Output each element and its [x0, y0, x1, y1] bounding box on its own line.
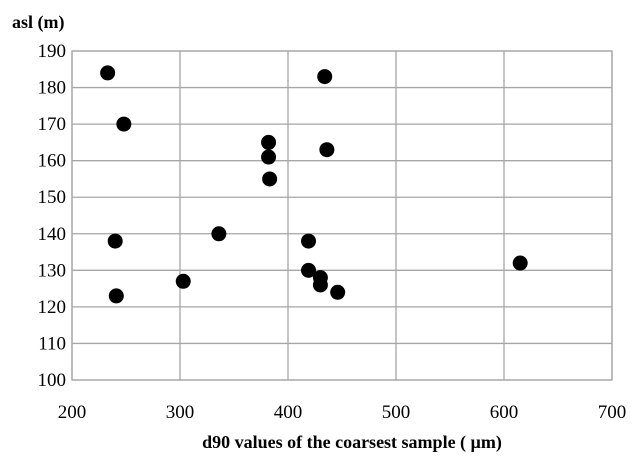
data-point: [301, 262, 317, 278]
data-point: [175, 273, 191, 289]
y-tick-label: 160: [38, 151, 67, 172]
data-point: [319, 142, 335, 158]
y-tick-labels: 100 110 120 130 140 150 160 170 180 190: [38, 41, 67, 391]
data-point: [330, 284, 346, 300]
data-point: [108, 288, 124, 304]
grid: [71, 50, 613, 381]
x-tick-label: 600: [490, 402, 519, 423]
data-point: [512, 255, 528, 271]
data-point: [261, 149, 277, 165]
x-tick-label: 200: [58, 402, 87, 423]
y-tick-label: 120: [38, 297, 67, 318]
data-point: [312, 277, 328, 293]
y-tick-label: 180: [38, 78, 67, 99]
x-axis-title: d90 values of the coarsest sample ( µm): [202, 432, 502, 453]
y-tick-label: 100: [38, 370, 67, 391]
y-tick-label: 110: [38, 333, 66, 354]
x-tick-label: 300: [166, 402, 195, 423]
data-point: [100, 65, 116, 81]
data-point: [262, 171, 278, 187]
y-tick-label: 190: [38, 41, 67, 62]
y-tick-label: 140: [38, 224, 67, 245]
data-point: [211, 226, 227, 242]
x-tick-label: 400: [274, 402, 303, 423]
plot-area: [71, 50, 613, 381]
data-point: [116, 116, 132, 132]
x-tick-labels: 200 300 400 500 600 700: [58, 402, 627, 423]
y-tick-label: 130: [38, 260, 67, 281]
x-tick-label: 500: [382, 402, 411, 423]
data-point: [107, 233, 123, 249]
y-tick-label: 170: [38, 114, 67, 135]
x-tick-label: 700: [598, 402, 627, 423]
y-axis-title: asl (m): [12, 12, 65, 33]
data-point: [301, 233, 317, 249]
data-points: [100, 65, 528, 304]
data-point: [317, 69, 333, 85]
y-tick-label: 150: [38, 187, 67, 208]
data-point: [261, 134, 277, 150]
